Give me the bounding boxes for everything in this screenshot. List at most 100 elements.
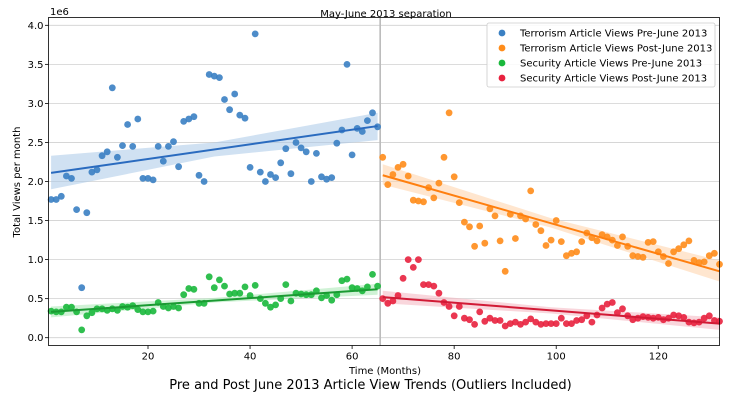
data-point — [404, 256, 412, 263]
data-point — [272, 301, 279, 309]
x-tick-label: 100 — [547, 352, 566, 363]
data-point — [210, 284, 218, 292]
data-point — [384, 299, 392, 307]
data-point — [496, 237, 504, 245]
data-point — [52, 196, 60, 203]
data-point — [93, 166, 101, 174]
data-point — [262, 299, 269, 307]
data-point — [364, 117, 371, 124]
data-point — [287, 297, 295, 305]
data-point — [532, 221, 540, 228]
data-point — [180, 118, 188, 125]
data-point — [139, 175, 147, 182]
data-point — [190, 113, 198, 121]
data-point — [420, 281, 427, 288]
data-point — [68, 175, 75, 182]
y-tick-label: 1.0 — [28, 255, 44, 266]
scatter-chart: May-June 2013 separation 1e6 20 40 60 80 100… — [12, 7, 723, 377]
data-point — [466, 223, 473, 231]
data-point — [231, 90, 239, 98]
data-point — [369, 109, 376, 117]
data-point — [302, 148, 310, 156]
data-point — [328, 174, 336, 182]
regression-line — [50, 288, 378, 313]
y-tick-label: 1.5 — [28, 216, 44, 227]
data-point — [670, 248, 677, 256]
data-point — [461, 314, 468, 322]
data-point — [547, 320, 555, 327]
y-multiplier-label: 1e6 — [50, 7, 69, 18]
x-axis: 20 40 60 80 100 120 — [142, 345, 668, 363]
data-point — [415, 197, 422, 205]
data-point — [226, 106, 234, 114]
data-point — [435, 289, 443, 297]
data-point — [159, 157, 167, 165]
data-point — [307, 178, 315, 185]
data-point — [241, 283, 249, 291]
data-point — [154, 143, 162, 150]
data-point — [705, 312, 713, 320]
data-point — [700, 258, 708, 266]
x-axis-label: Time (Months) — [348, 366, 421, 377]
data-point — [665, 260, 672, 267]
data-point — [491, 212, 499, 220]
data-point — [593, 237, 601, 245]
data-point — [47, 196, 55, 203]
data-point — [649, 238, 657, 246]
data-point — [603, 300, 611, 308]
data-point — [588, 318, 596, 326]
data-point — [634, 253, 642, 260]
data-point — [114, 307, 121, 314]
data-point — [241, 114, 249, 122]
data-point — [175, 163, 183, 171]
x-tick-label: 40 — [244, 352, 257, 363]
data-point — [195, 171, 203, 179]
data-point — [471, 242, 478, 250]
data-point — [134, 306, 142, 313]
data-point — [675, 245, 683, 253]
data-point — [389, 171, 397, 178]
data-point — [216, 276, 223, 284]
data-point — [221, 96, 228, 103]
data-point — [675, 312, 683, 320]
data-point — [455, 303, 463, 310]
data-point — [328, 296, 336, 304]
data-point — [496, 317, 504, 324]
legend-label: Terrorism Article Views Post-June 2013 — [519, 44, 712, 55]
y-tick-label: 3.5 — [28, 60, 44, 71]
data-point — [608, 299, 616, 306]
data-point — [267, 303, 274, 311]
data-point — [108, 84, 116, 92]
data-point — [415, 256, 422, 263]
x-tick-label: 120 — [649, 352, 668, 363]
data-point — [527, 315, 535, 323]
regression-line — [50, 125, 378, 174]
data-point — [282, 281, 290, 288]
x-tick-label: 20 — [142, 352, 155, 363]
data-point — [210, 72, 218, 80]
data-point — [430, 282, 438, 290]
data-point — [552, 320, 560, 327]
data-point — [98, 152, 106, 160]
data-point — [57, 192, 65, 200]
data-point — [333, 139, 341, 147]
data-point — [348, 151, 356, 159]
data-point — [542, 320, 550, 327]
y-tick-label: 0.5 — [28, 294, 44, 305]
data-point — [471, 321, 478, 328]
data-point — [246, 164, 254, 171]
data-point — [537, 227, 545, 235]
x-tick-label: 60 — [346, 352, 359, 363]
y-axis: 0.0 0.5 1.0 1.5 2.0 2.5 3.0 3.5 4.0 — [28, 21, 49, 344]
data-point — [435, 179, 443, 187]
data-point — [404, 172, 412, 180]
legend-label: Terrorism Article Views Pre-June 2013 — [519, 29, 707, 40]
data-point — [231, 289, 239, 297]
data-point — [149, 307, 157, 315]
data-point — [409, 196, 417, 204]
data-point — [644, 239, 652, 246]
data-point — [557, 238, 565, 246]
data-point — [547, 236, 555, 244]
data-point — [78, 326, 86, 334]
data-point — [165, 143, 172, 150]
